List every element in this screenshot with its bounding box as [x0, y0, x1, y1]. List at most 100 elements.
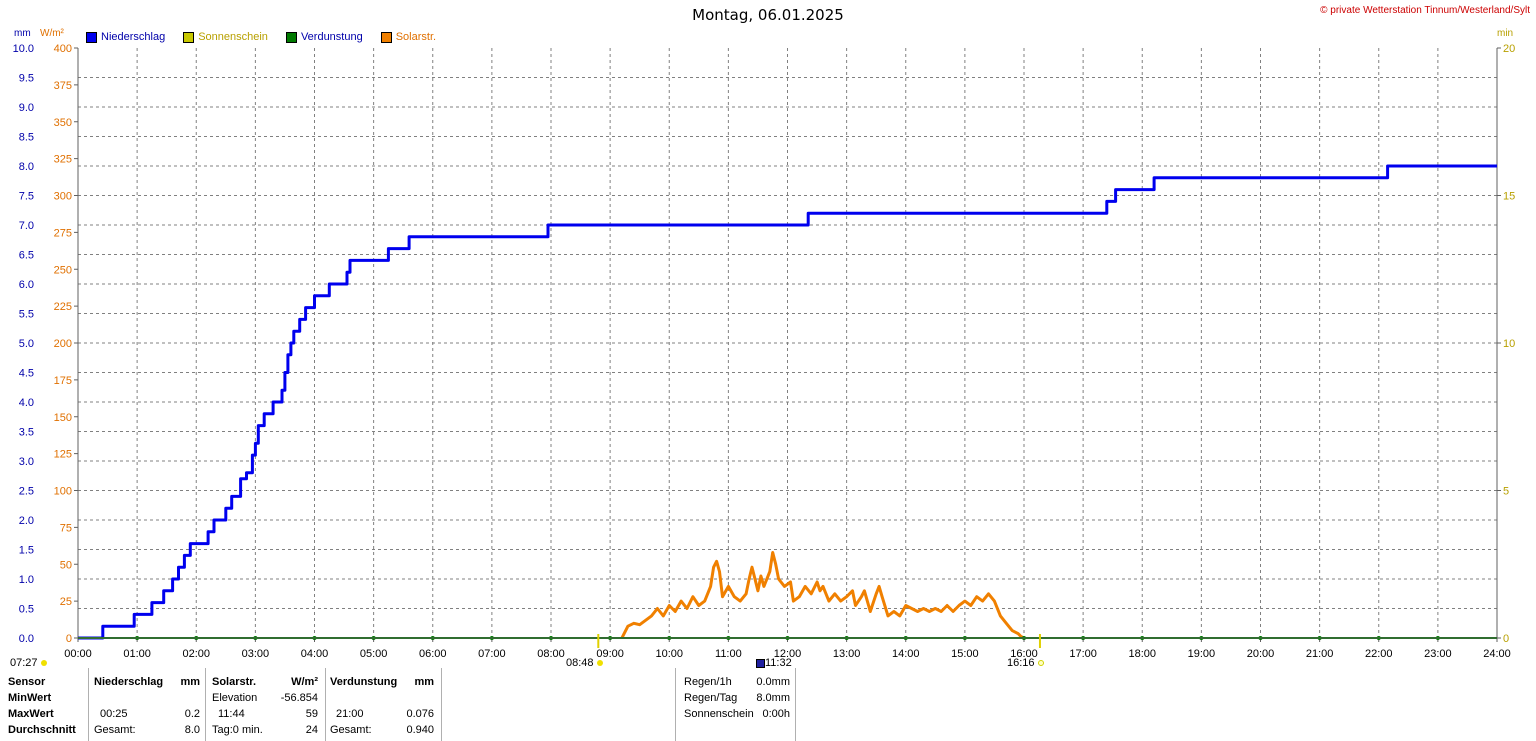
divider [675, 668, 676, 741]
y-tick-label-mm: 5.0 [19, 338, 34, 350]
x-tick-label: 18:00 [1128, 648, 1156, 660]
y-tick-label-mm: 4.0 [19, 397, 34, 409]
summary-row: Sonnenschein 0:00h [684, 706, 790, 722]
x-tick-label: 17:00 [1069, 648, 1097, 660]
x-tick-label: 19:00 [1188, 648, 1216, 660]
y-tick-label-min: 10 [1503, 338, 1515, 350]
y-tick-label-min: 15 [1503, 191, 1515, 203]
summary-value: 0.0mm [756, 676, 790, 688]
x-tick-label: 10:00 [655, 648, 683, 660]
x-tick-label: 11:00 [715, 648, 742, 660]
divider [441, 668, 442, 741]
summary-stats: Regen/1h 0.0mm Regen/Tag 8.0mm Sonnensch… [684, 674, 790, 722]
solar-header: Solarstr. [212, 676, 257, 688]
x-tick-label: 15:00 [951, 648, 979, 660]
sensor-header: Sensor [8, 676, 46, 688]
solar-avg-row: Tag:0 min. 24 [212, 722, 318, 738]
y-tick-label-wm2: 200 [54, 338, 72, 350]
sun-marker: 08:48 [566, 657, 603, 669]
niederschlag-header: Niederschlag [94, 676, 164, 688]
solar-max-time: 11:44 [218, 708, 245, 720]
sun-icon [1037, 660, 1044, 667]
stats-row-labels: Sensor MinWert MaxWert Durchschnitt [8, 674, 76, 738]
summary-row: Regen/Tag 8.0mm [684, 690, 790, 706]
y-tick-label-wm2: 275 [54, 227, 72, 239]
avg-label: Durchschnitt [8, 724, 76, 736]
niederschlag-max-row: 00:25 0.2 [94, 706, 200, 722]
summary-value: 0:00h [762, 708, 790, 720]
x-tick-label: 02:00 [182, 648, 210, 660]
y-tick-label-mm: 1.0 [19, 574, 34, 586]
x-tick-label: 09:00 [596, 648, 624, 660]
niederschlag-unit: mm [180, 676, 200, 688]
y-tick-label-wm2: 75 [60, 522, 72, 534]
solar-day-label: Tag:0 min. [212, 724, 263, 736]
x-tick-label: 24:00 [1483, 648, 1511, 660]
y-tick-label-mm: 1.5 [19, 545, 34, 557]
solar-avg-value: 24 [305, 724, 318, 736]
divider [325, 668, 326, 741]
series-line-niederschlag [78, 164, 1497, 640]
series-line-solarstr [620, 551, 1025, 640]
y-tick-label-mm: 9.0 [19, 102, 34, 114]
legend-item-niederschlag[interactable]: Niederschlag [86, 31, 165, 43]
niederschlag-header-row: Niederschlag mm [94, 674, 200, 690]
niederschlag-total-value: 8.0 [184, 724, 200, 736]
legend-swatch [380, 31, 392, 43]
y-tick-label-mm: 8.5 [19, 132, 34, 144]
solar-unit: W/m² [291, 676, 318, 688]
verdunstung-total-label: Gesamt: [330, 724, 372, 736]
divider [795, 668, 796, 741]
min-label: MinWert [8, 692, 52, 704]
y-tick-label-min: 0 [1503, 633, 1509, 645]
legend-label: Sonnenschein [198, 31, 268, 43]
niederschlag-max-value: 0.2 [184, 708, 200, 720]
y-tick-label-wm2: 325 [54, 154, 72, 166]
legend-label: Solarstr. [395, 31, 437, 43]
stats-panel: Sensor MinWert MaxWert Durchschnitt Nied… [0, 668, 1536, 741]
summary-value: 8.0mm [756, 692, 790, 704]
x-tick-label: 22:00 [1365, 648, 1393, 660]
solar-header-row: Solarstr. W/m² [212, 674, 318, 690]
x-tick-label: 03:00 [242, 648, 270, 660]
verdunstung-stats: Verdunstung mm 21:00 0.076 Gesamt: 0.940 [330, 674, 434, 738]
x-tick-label: 06:00 [419, 648, 447, 660]
y-tick-label-min: 5 [1503, 486, 1509, 498]
legend-item-solar[interactable]: Solarstr. [380, 31, 437, 43]
x-tick-label: 05:00 [360, 648, 388, 660]
divider [88, 668, 89, 741]
legend-item-sonnenschein[interactable]: Sonnenschein [183, 31, 268, 43]
y-tick-label-wm2: 375 [54, 80, 72, 92]
legend: Niederschlag Sonnenschein Verdunstung So… [86, 31, 436, 43]
y-tick-label-wm2: 350 [54, 117, 72, 129]
sunset-time: 16:16 [1007, 657, 1035, 669]
x-tick-label: 04:00 [301, 648, 329, 660]
unit-mm: mm [14, 28, 31, 39]
x-tick-label: 13:00 [833, 648, 861, 660]
y-tick-label-mm: 7.5 [19, 191, 34, 203]
summary-row: Regen/1h 0.0mm [684, 674, 790, 690]
verdunstung-unit: mm [414, 676, 434, 688]
x-tick-label: 12:00 [774, 648, 802, 660]
legend-item-verdunstung[interactable]: Verdunstung [285, 31, 363, 43]
y-tick-label-mm: 0.0 [19, 633, 34, 645]
x-tick-label: 23:00 [1424, 648, 1452, 660]
y-tick-label-mm: 4.5 [19, 368, 34, 380]
y-tick-label-wm2: 225 [54, 301, 72, 313]
legend-swatch [183, 31, 195, 43]
solar-stats: Solarstr. W/m² Elevation -56.854 11:44 5… [212, 674, 318, 738]
y-tick-label-wm2: 0 [66, 633, 72, 645]
summary-label: Regen/1h [684, 676, 732, 688]
y-tick-label-mm: 9.5 [19, 73, 34, 85]
y-tick-label-wm2: 50 [60, 559, 72, 571]
x-tick-label: 01:00 [123, 648, 151, 660]
niederschlag-avg-row: Gesamt: 8.0 [94, 722, 200, 738]
y-tick-label-mm: 3.5 [19, 427, 34, 439]
sunset-marker: 16:16 [1007, 657, 1044, 669]
y-tick-label-mm: 0.5 [19, 604, 34, 616]
x-tick-label: 20:00 [1247, 648, 1275, 660]
legend-label: Niederschlag [101, 31, 166, 43]
y-tick-label-mm: 7.0 [19, 220, 34, 232]
noon-icon [756, 658, 765, 668]
sun-icon [596, 660, 603, 667]
